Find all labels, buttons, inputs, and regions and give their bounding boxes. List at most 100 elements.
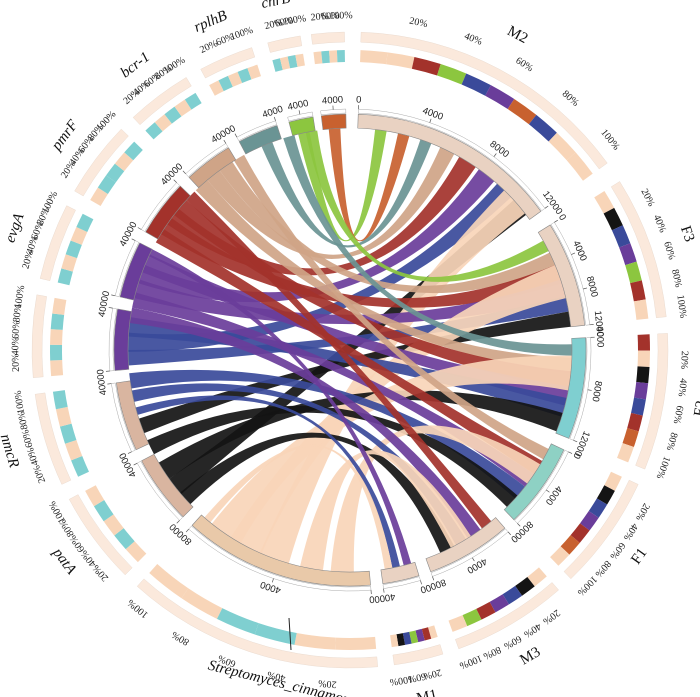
- percent-label: 40%: [10, 337, 21, 355]
- percent-label: 100%: [126, 597, 151, 620]
- bar-block: [566, 152, 593, 181]
- ribbon-peach: [259, 190, 525, 564]
- tick-mark: [223, 139, 227, 144]
- bar-block: [329, 50, 338, 63]
- bar-block: [65, 439, 83, 461]
- tick-label: 12000: [592, 310, 606, 337]
- percent-label: 60%: [502, 633, 523, 652]
- segment-outline: [514, 449, 569, 524]
- bar-block: [489, 594, 509, 613]
- tick-label: 4000: [97, 295, 112, 318]
- tick-mark: [298, 110, 301, 115]
- percent-label: 40%: [463, 31, 484, 48]
- bar-block: [409, 630, 419, 644]
- tick-mark: [568, 451, 573, 454]
- ribbon-layer: [128, 128, 572, 572]
- ribbon-orange: [328, 128, 410, 242]
- segment-outline: [136, 460, 183, 521]
- segment-arc: [119, 242, 153, 301]
- bar-block: [448, 615, 468, 632]
- segment-outline: [185, 143, 229, 178]
- bar-block: [515, 576, 535, 596]
- percent-label: 100%: [458, 652, 484, 671]
- tick-mark: [108, 307, 113, 309]
- tick-label: 4000: [259, 578, 283, 595]
- tick-label: 0: [228, 123, 238, 135]
- segment-name: macB: [0, 317, 3, 352]
- percent-label: 60%: [661, 240, 677, 261]
- percent-label: 40%: [266, 669, 286, 684]
- segment-outline: [382, 576, 421, 589]
- percent-label: 40%: [621, 521, 640, 542]
- bar-block: [70, 227, 88, 245]
- ribbon-black: [138, 311, 571, 434]
- outer-band: [267, 35, 303, 53]
- bar-block: [633, 299, 649, 320]
- ribbon-teal: [261, 139, 432, 248]
- segment-arc: [503, 443, 565, 521]
- segment-name: chrB: [260, 0, 292, 12]
- segment-name: evgA: [2, 210, 28, 244]
- bar-block: [604, 471, 622, 491]
- segment-name: M1: [415, 687, 439, 697]
- bar-block: [636, 366, 650, 384]
- segment-mdrf: 4000 20%60%100%: [310, 10, 353, 130]
- outer-band: [136, 578, 378, 669]
- bar-block: [50, 313, 65, 330]
- bar-block: [97, 175, 116, 194]
- bar-block: [85, 485, 105, 507]
- tick-mark: [176, 520, 180, 524]
- percent-label: 80%: [16, 410, 31, 430]
- percent-label: 20%: [408, 16, 428, 31]
- segment-outline: [358, 108, 546, 212]
- bar-block: [321, 50, 330, 64]
- segment-name: nmcR: [0, 432, 22, 469]
- bar-block: [76, 213, 94, 232]
- percent-label: 100%: [40, 190, 60, 216]
- tick-label: 0: [167, 521, 179, 533]
- bar-block: [209, 80, 224, 96]
- bar-block: [550, 546, 570, 566]
- bar-block: [254, 623, 297, 645]
- tick-label: 8000: [589, 380, 603, 403]
- tick-label: 0: [556, 212, 568, 222]
- tick-label: 4000: [96, 374, 110, 396]
- bar-block: [631, 397, 646, 416]
- tick-label: 0: [127, 220, 139, 230]
- segment-name: F3: [677, 224, 697, 244]
- bar-block: [184, 92, 202, 110]
- bar-block: [528, 114, 557, 142]
- tick-mark: [111, 294, 116, 297]
- tick-mark: [271, 578, 274, 583]
- percent-label: 80%: [11, 303, 24, 322]
- segment-outline: [111, 382, 136, 453]
- segment-arc: [425, 517, 506, 573]
- segment-outline: [569, 337, 592, 441]
- bar-block: [485, 85, 515, 110]
- segment-outline: [287, 111, 314, 122]
- bar-block: [106, 163, 125, 183]
- outer-band: [132, 77, 192, 126]
- tick-mark: [127, 451, 132, 454]
- bar-block: [421, 627, 432, 641]
- bar-block: [247, 64, 262, 80]
- ribbon-teal: [283, 135, 572, 356]
- segment-arc: [320, 113, 347, 130]
- outer-band: [311, 31, 345, 45]
- segment-outline: [108, 307, 117, 372]
- bar-block: [625, 261, 642, 284]
- bar-block: [630, 280, 646, 302]
- percent-label: 100%: [654, 455, 673, 481]
- bar-block: [502, 585, 523, 605]
- bar-block: [237, 68, 252, 83]
- percent-label: 60%: [321, 10, 340, 22]
- segment-arc: [191, 514, 371, 587]
- percent-label: 40%: [676, 378, 689, 397]
- percent-label: 20%: [20, 250, 36, 271]
- tick-label: 0: [174, 161, 185, 173]
- segment-arc: [145, 185, 191, 240]
- bar-block: [619, 243, 637, 266]
- tick-mark: [507, 531, 511, 536]
